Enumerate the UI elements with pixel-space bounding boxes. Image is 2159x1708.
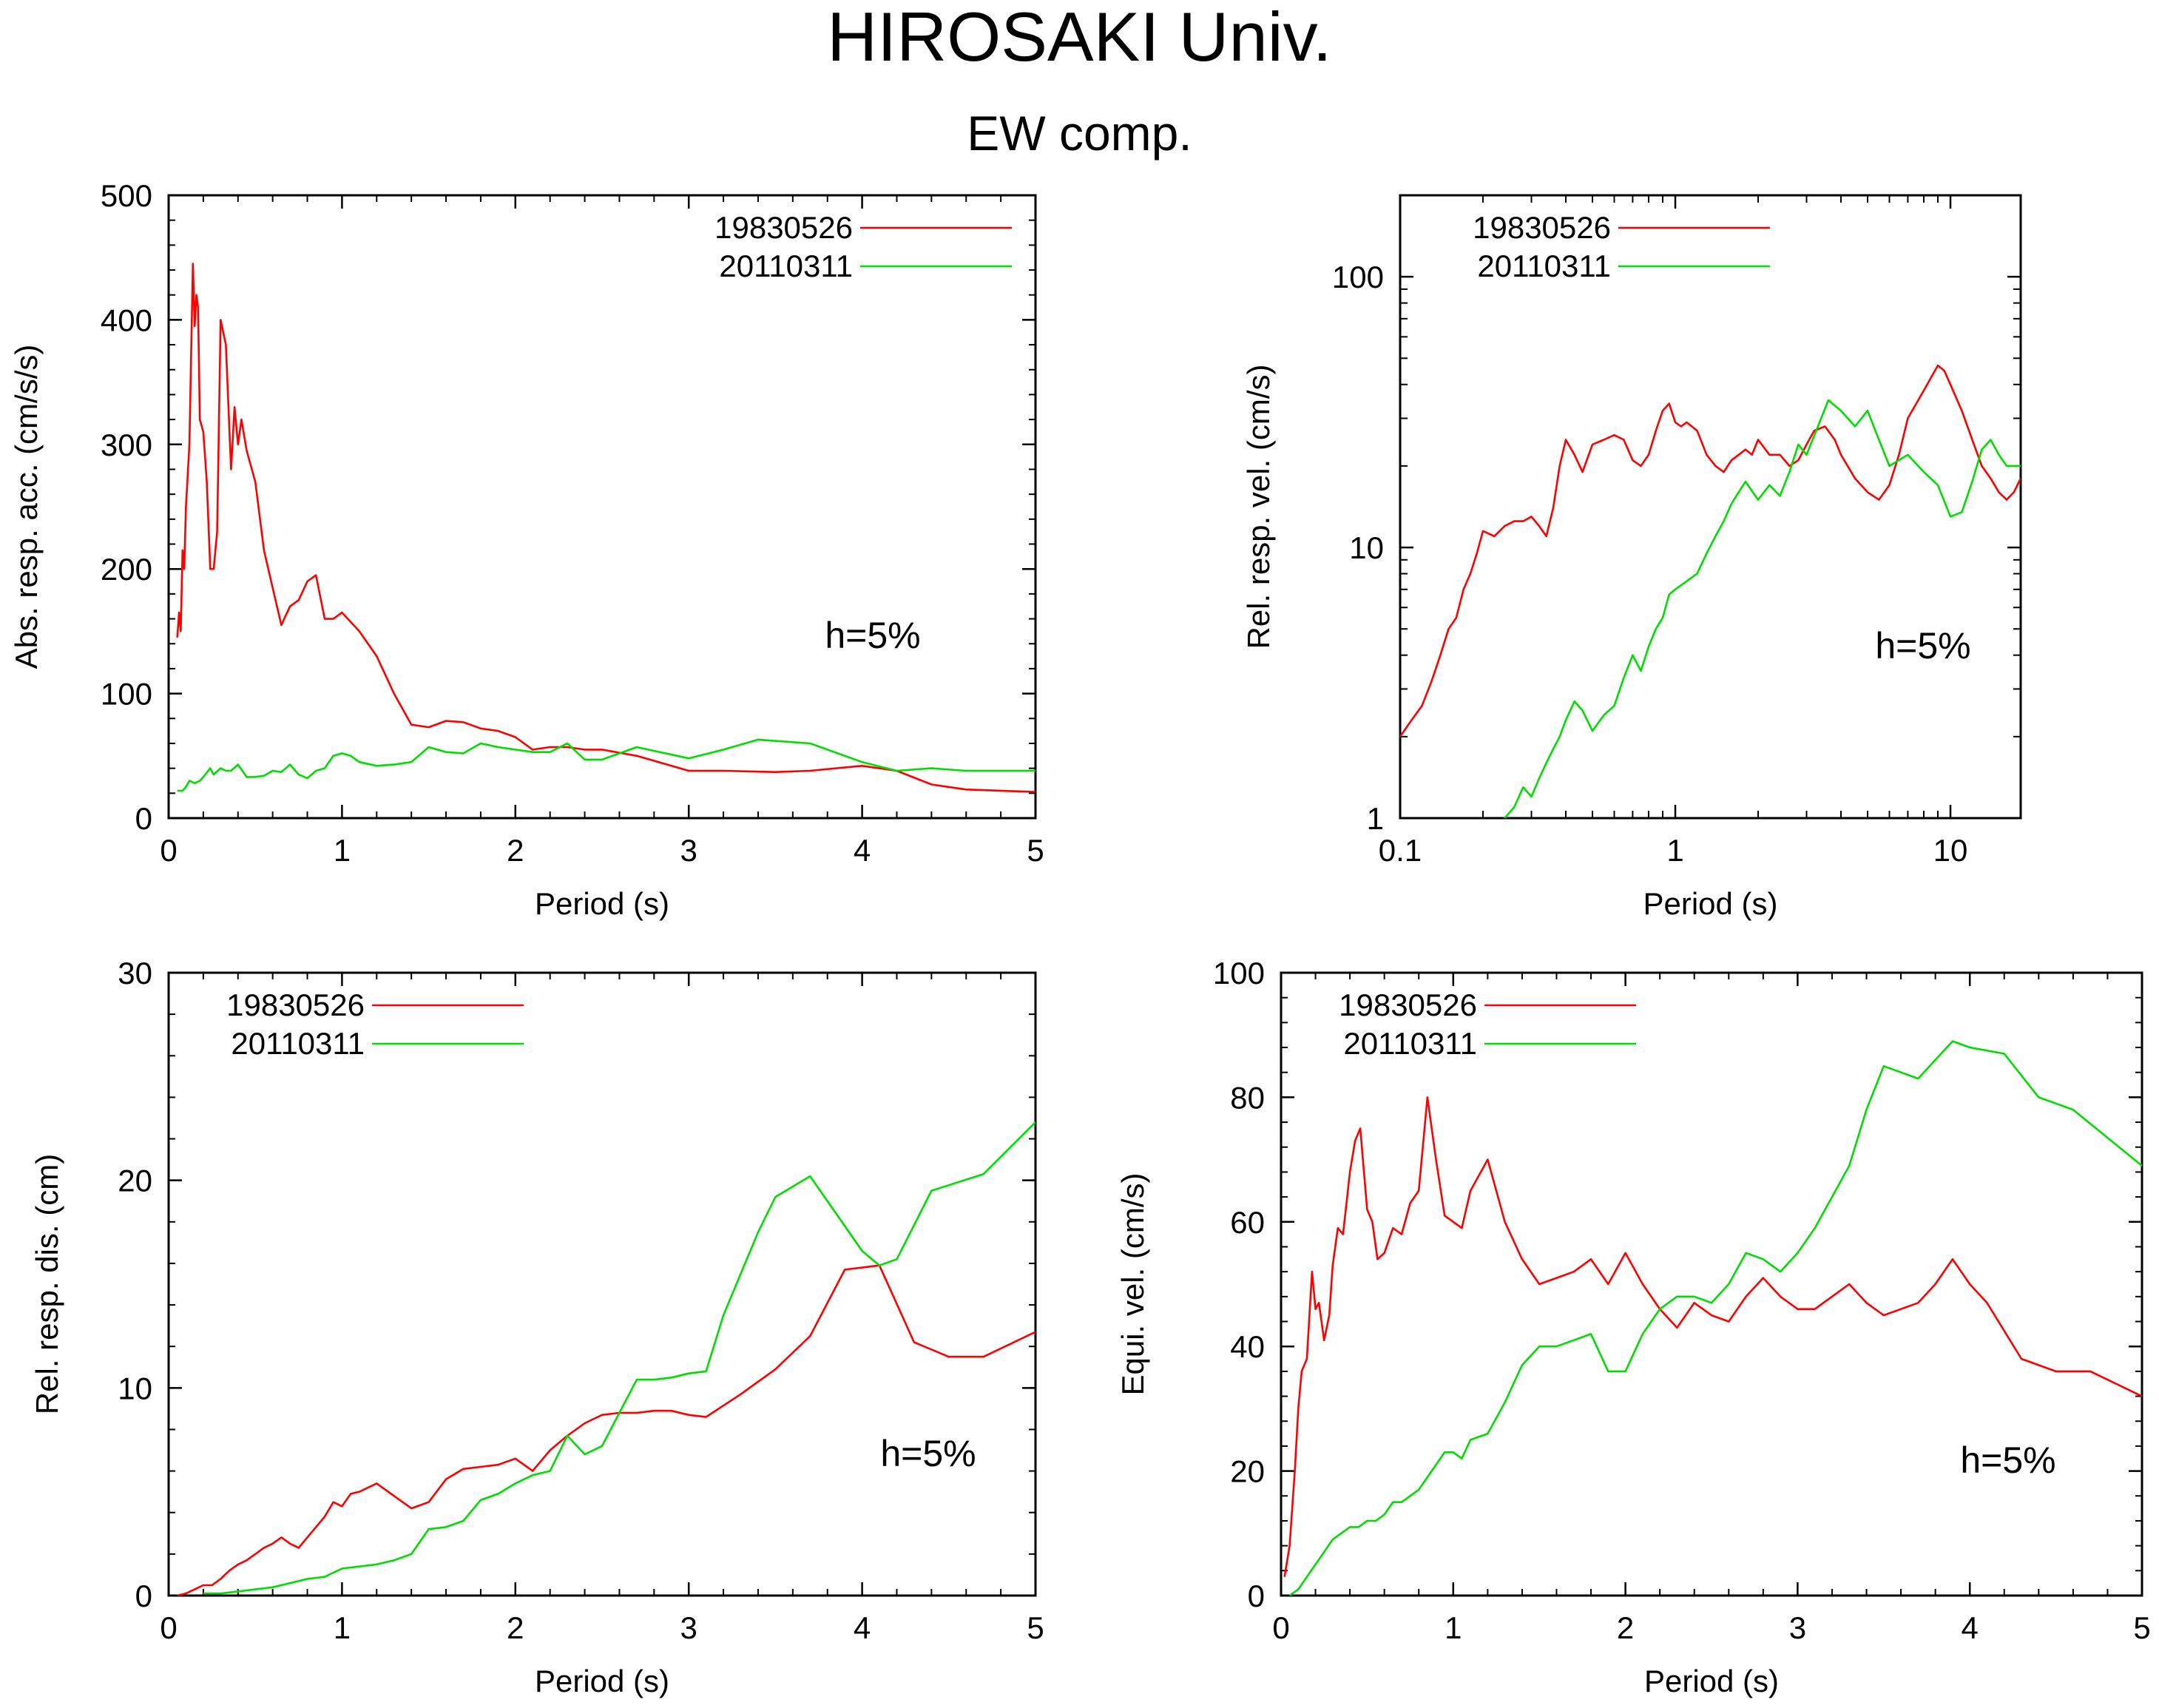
x-tick-label: 4 <box>854 833 871 868</box>
x-tick-label: 1 <box>1666 833 1683 868</box>
y-tick-label: 200 <box>101 552 152 587</box>
x-tick-label: 5 <box>2133 1610 2150 1645</box>
y-tick-label: 60 <box>1230 1205 1265 1240</box>
x-tick-label: 2 <box>1617 1610 1634 1645</box>
y-tick-label: 10 <box>1349 530 1384 565</box>
y-tick-label: 0 <box>135 1579 152 1613</box>
x-tick-label: 3 <box>1789 1610 1806 1645</box>
legend-label: 19830526 <box>1473 210 1611 245</box>
x-axis-label: Period (s) <box>1643 886 1777 921</box>
series-line-19830526 <box>1400 364 2021 737</box>
y-tick-label: 20 <box>1230 1454 1265 1489</box>
y-tick-label: 300 <box>101 428 152 462</box>
y-tick-label: 100 <box>1213 956 1265 990</box>
y-tick-label: 20 <box>118 1164 152 1198</box>
y-axis-label: Equi. vel. (cm/s) <box>1115 1172 1150 1395</box>
y-tick-label: 500 <box>101 178 152 213</box>
page-title: HIROSAKI Univ. <box>827 0 1332 75</box>
chart-3: 0 1 2 3 4 5 0 10 20 30 Period (s) Rel. resp. dis. (… <box>30 956 1044 1698</box>
x-tick-label: 1 <box>1445 1610 1462 1645</box>
legend-label: 19830526 <box>1339 988 1477 1022</box>
y-tick-label: 100 <box>101 677 152 712</box>
x-tick-label: 2 <box>507 833 524 868</box>
series-line-20110311 <box>1504 399 2021 818</box>
chart-1: 0 1 2 3 4 5 0 100 200 300 400 500 Period (s) Abs. res… <box>9 178 1044 921</box>
damping-annotation: h=5% <box>1960 1439 2055 1481</box>
chart-4: 0 1 2 3 4 5 0 20 40 60 80 100 Period (s) Equi. vel. (… <box>1115 956 2151 1698</box>
x-axis-label: Period (s) <box>535 1664 669 1698</box>
legend-label: 20110311 <box>231 1026 365 1061</box>
series-line-20110311 <box>177 738 1035 792</box>
y-axis-label: Abs. resp. acc. (cm/s/s) <box>9 345 44 669</box>
x-tick-label: 1 <box>334 833 351 868</box>
legend-label: 19830526 <box>226 988 365 1022</box>
x-tick-label: 2 <box>507 1610 524 1645</box>
x-axis-label: Period (s) <box>535 886 669 921</box>
x-axis-label: Period (s) <box>1644 1664 1779 1698</box>
series-line-20110311 <box>1288 1040 2142 1596</box>
plot-frame <box>1280 971 2143 1597</box>
plot-frame <box>167 194 1037 820</box>
x-tick-label: 0 <box>160 833 177 868</box>
x-tick-label: 0 <box>160 1610 177 1645</box>
y-axis-label: Rel. resp. dis. (cm) <box>30 1154 64 1414</box>
y-tick-label: 100 <box>1332 260 1384 294</box>
damping-annotation: h=5% <box>1875 625 1970 666</box>
y-tick-label: 0 <box>135 801 152 836</box>
x-tick-label: 3 <box>680 1610 697 1645</box>
x-tick-label: 5 <box>1027 833 1044 868</box>
x-tick-label: 1 <box>334 1610 351 1645</box>
x-tick-label: 0.1 <box>1379 833 1422 868</box>
y-tick-label: 10 <box>118 1371 152 1405</box>
x-tick-label: 3 <box>680 833 697 868</box>
legend-label: 20110311 <box>1477 249 1611 283</box>
x-tick-label: 10 <box>1933 833 1968 868</box>
y-tick-label: 30 <box>118 956 152 990</box>
series-line-19830526 <box>177 1264 1035 1596</box>
y-tick-label: 0 <box>1248 1579 1265 1613</box>
legend-label: 20110311 <box>1343 1026 1477 1061</box>
x-tick-label: 0 <box>1272 1610 1289 1645</box>
plot-frame <box>167 971 1037 1597</box>
x-tick-label: 4 <box>1962 1610 1979 1645</box>
y-tick-label: 40 <box>1230 1329 1265 1364</box>
series-line-19830526 <box>1283 1096 2142 1577</box>
y-tick-label: 80 <box>1230 1080 1265 1115</box>
x-tick-label: 4 <box>854 1610 871 1645</box>
x-tick-label: 5 <box>1027 1610 1044 1645</box>
y-tick-label: 400 <box>101 303 152 337</box>
damping-annotation: h=5% <box>825 615 920 656</box>
legend-label: 20110311 <box>719 249 853 283</box>
page-subtitle: EW comp. <box>967 106 1192 161</box>
series-line-20110311 <box>203 1121 1035 1595</box>
y-tick-label: 1 <box>1367 801 1384 836</box>
y-axis-label: Rel. resp. vel. (cm/s) <box>1241 364 1276 649</box>
legend-label: 19830526 <box>714 210 853 245</box>
series-line-19830526 <box>176 263 1035 793</box>
plot-frame <box>1399 194 2022 820</box>
damping-annotation: h=5% <box>880 1433 976 1474</box>
